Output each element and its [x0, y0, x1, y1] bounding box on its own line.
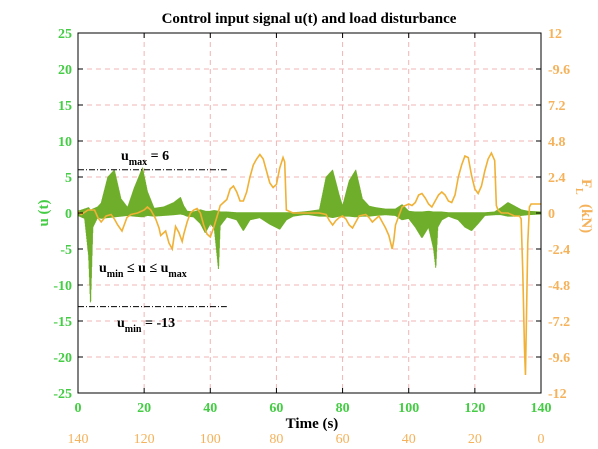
- left-tick-label: -20: [53, 351, 72, 366]
- umin-annotation: umin = -13: [117, 316, 175, 335]
- left-tick-label: 15: [58, 99, 72, 114]
- second-time-axis-label: 40: [402, 432, 416, 447]
- right-tick-label: 12: [548, 27, 562, 42]
- second-time-axis-ticks: 140 120 100 80 60 40 20 0: [68, 432, 545, 447]
- right-axis-label-subscript: L: [573, 188, 584, 195]
- bottom-tick-label: 20: [137, 401, 151, 416]
- left-tick-label: 5: [65, 171, 72, 186]
- right-axis-label: F: [578, 179, 594, 188]
- right-tick-label: 0: [548, 207, 555, 222]
- left-tick-label: 10: [58, 135, 72, 150]
- bottom-tick-label: 0: [75, 401, 82, 416]
- bottom-axis-ticks: 0 20 40 60 80 100 120 140: [75, 33, 552, 416]
- right-axis-label-group: F L (kN): [573, 179, 594, 233]
- right-tick-label: -7.2: [548, 315, 570, 330]
- second-time-axis-label: 20: [468, 432, 482, 447]
- bottom-tick-label: 100: [398, 401, 419, 416]
- chart-title: Control input signal u(t) and load distu…: [162, 11, 457, 27]
- right-tick-label: -12: [548, 387, 567, 402]
- left-tick-label: 25: [58, 27, 72, 42]
- left-tick-label: -5: [60, 243, 72, 258]
- right-tick-label: -9.6: [548, 351, 570, 366]
- left-axis-label: u (t): [36, 199, 52, 226]
- second-time-axis-label: 140: [68, 432, 89, 447]
- right-axis-ticks: 12 -9.6 7.2 4.8 2.4 0 -2.4 -4.8 -7.2 -9.6 -12: [536, 27, 570, 402]
- bottom-tick-label: 60: [269, 401, 283, 416]
- bottom-tick-label: 40: [203, 401, 217, 416]
- left-axis-ticks: 25 20 15 10 5 0 -5 -10 -15 -20 -25: [53, 27, 83, 402]
- annotations: umax = 6 umin ≤ u ≤ umax umin = -13: [78, 149, 227, 335]
- x-axis-label: Time (s): [286, 416, 339, 432]
- left-tick-label: -25: [53, 387, 72, 402]
- left-tick-label: 20: [58, 63, 72, 78]
- u-signal-series: [77, 167, 542, 303]
- second-time-axis-label: 60: [336, 432, 350, 447]
- right-tick-label: 2.4: [548, 171, 566, 186]
- left-tick-label: 0: [65, 207, 72, 222]
- right-tick-label: 4.8: [548, 135, 566, 150]
- second-time-axis-label: 80: [269, 432, 283, 447]
- umax-annotation: umax = 6: [121, 149, 169, 168]
- left-tick-label: -15: [53, 315, 72, 330]
- right-axis-label-unit: (kN): [578, 204, 594, 233]
- bottom-tick-label: 80: [336, 401, 350, 416]
- right-tick-label: -4.8: [548, 279, 570, 294]
- second-time-axis-label: 0: [538, 432, 545, 447]
- bottom-tick-label: 120: [464, 401, 485, 416]
- right-tick-label: -2.4: [548, 243, 570, 258]
- load-disturbance-line: [77, 151, 541, 376]
- second-time-axis-label: 120: [134, 432, 155, 447]
- bottom-tick-label: 140: [531, 401, 552, 416]
- right-tick-label: -9.6: [548, 63, 570, 78]
- left-tick-label: -10: [53, 279, 72, 294]
- u-signal-line: [77, 167, 542, 303]
- right-tick-label: 7.2: [548, 99, 566, 114]
- second-time-axis-label: 100: [200, 432, 221, 447]
- load-disturbance-series: [77, 151, 541, 376]
- range-annotation: umin ≤ u ≤ umax: [99, 261, 187, 280]
